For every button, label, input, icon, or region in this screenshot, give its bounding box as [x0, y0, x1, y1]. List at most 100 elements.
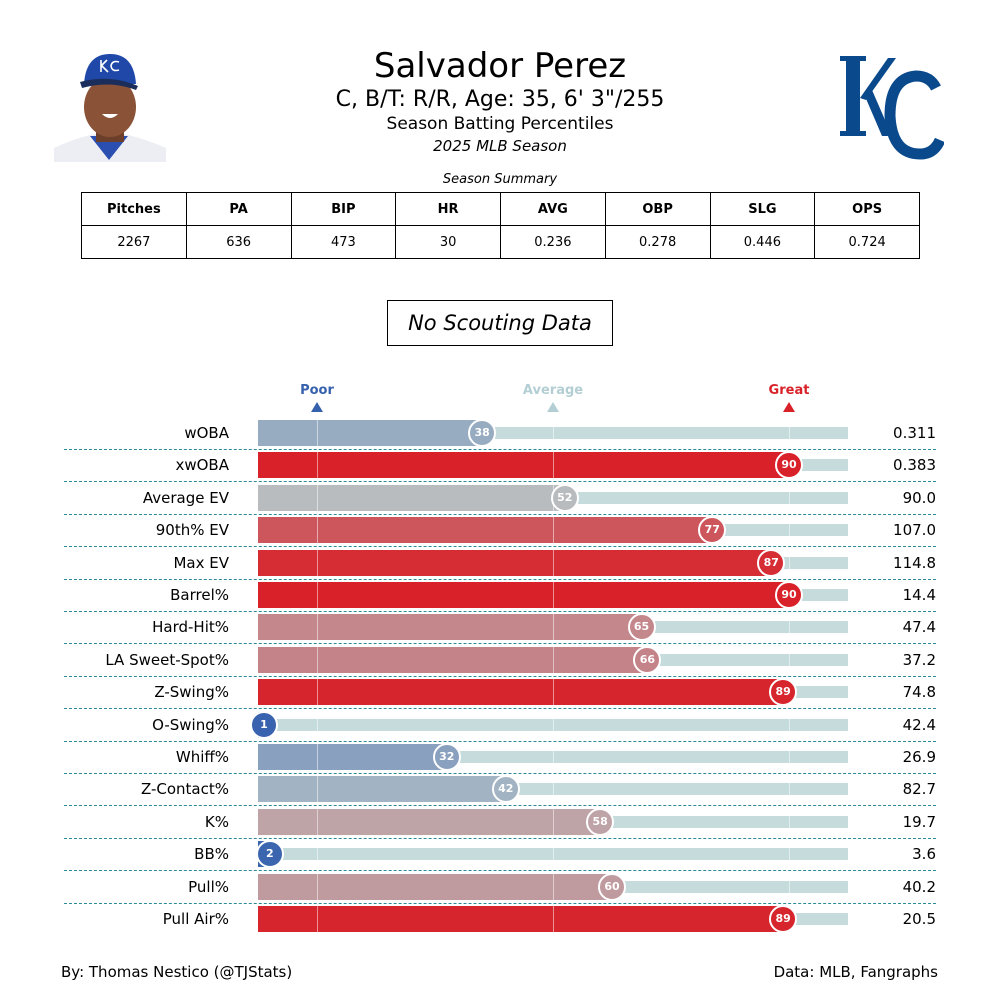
metric-value: 14.4 — [902, 586, 936, 604]
reference-line — [553, 873, 554, 900]
summary-header: Pitches — [81, 192, 187, 226]
metric-value: 0.383 — [893, 456, 936, 475]
reference-line — [317, 582, 318, 608]
reference-line — [317, 841, 318, 868]
percentile-bar — [258, 452, 789, 479]
reference-line — [789, 549, 790, 576]
percentile-dot: 52 — [550, 483, 579, 512]
row-divider — [64, 870, 936, 872]
reference-line — [789, 420, 790, 446]
summary-value: 636 — [185, 225, 292, 259]
summary-table: Pitches PA BIP HR AVG OBP SLG OPS 2267 636 473 30 0.… — [81, 192, 920, 259]
row-divider — [64, 546, 936, 548]
footer-source: Data: MLB, Fangraphs — [773, 963, 938, 981]
reference-line — [317, 420, 318, 446]
metric-label: xwOBA — [175, 456, 229, 475]
reference-line — [789, 873, 790, 900]
great-marker-icon — [783, 402, 795, 412]
summary-value: 0.724 — [814, 225, 920, 259]
reference-line — [789, 776, 790, 803]
row-divider — [64, 611, 936, 612]
summary-header: SLG — [709, 192, 816, 226]
reference-line — [317, 711, 318, 738]
percentile-dot: 2 — [255, 840, 284, 869]
metric-label: Max EV — [173, 553, 229, 572]
metric-label: Z-Swing% — [154, 683, 229, 702]
percentile-dot: 60 — [598, 872, 626, 901]
footer-credit: By: Thomas Nestico (@TJStats) — [61, 963, 293, 981]
reference-line — [317, 776, 318, 803]
metric-value: 107.0 — [893, 521, 936, 540]
metric-label: BB% — [194, 845, 229, 864]
reference-line — [317, 873, 318, 900]
player-headshot — [54, 54, 166, 162]
row-divider — [64, 643, 936, 645]
chart-subtitle: Season Batting Percentiles — [386, 114, 614, 134]
percentile-dot: 90 — [775, 581, 803, 609]
metric-value: 19.7 — [902, 812, 936, 831]
reference-line — [553, 582, 554, 608]
summary-header: OPS — [814, 192, 920, 226]
percentile-dot: 66 — [633, 645, 662, 674]
reference-line — [317, 452, 318, 479]
summary-value: 30 — [395, 225, 501, 259]
row-divider — [64, 675, 936, 677]
row-divider — [64, 837, 936, 839]
percentile-bar — [258, 744, 447, 770]
percentile-dot: 32 — [432, 743, 461, 771]
row-divider — [64, 740, 936, 742]
percentile-bar — [258, 420, 483, 446]
percentile-bar — [258, 776, 506, 803]
reference-line — [317, 679, 318, 706]
reference-line — [553, 711, 554, 738]
reference-line — [553, 420, 554, 446]
metric-label: LA Sweet-Spot% — [105, 650, 229, 669]
metric-value: 40.2 — [902, 877, 936, 896]
summary-header: PA — [185, 192, 292, 226]
reference-line — [317, 614, 318, 641]
reference-line — [789, 646, 790, 673]
summary-header: HR — [395, 192, 501, 226]
percentile-dot: 58 — [586, 807, 615, 836]
reference-line — [317, 484, 318, 511]
summary-header: BIP — [290, 192, 397, 226]
poor-marker-icon — [311, 402, 323, 412]
metric-label: wOBA — [184, 424, 229, 442]
summary-value: 0.446 — [709, 225, 816, 259]
team-logo — [840, 56, 944, 160]
percentile-bar — [258, 679, 784, 706]
percentile-bar — [258, 906, 784, 932]
great-label: Great — [768, 383, 810, 398]
reference-line — [317, 517, 318, 544]
reference-line — [553, 517, 554, 544]
reference-line — [553, 744, 554, 770]
percentile-bar — [258, 646, 648, 673]
reference-line — [553, 614, 554, 641]
metric-value: 42.4 — [902, 715, 936, 734]
percentile-bar — [258, 873, 612, 900]
percentile-dot: 90 — [775, 451, 803, 480]
metric-label: Z-Contact% — [140, 780, 229, 799]
metric-value: 0.311 — [893, 424, 936, 442]
metric-label: Pull Air% — [162, 910, 229, 928]
percentile-bar — [258, 582, 789, 608]
percentile-dot: 42 — [491, 775, 520, 804]
reference-line — [553, 841, 554, 868]
metric-label: Average EV — [142, 488, 229, 507]
reference-line — [317, 808, 318, 835]
percentile-dot: 89 — [769, 905, 798, 933]
poor-label: Poor — [300, 383, 334, 398]
metric-value: 37.2 — [902, 650, 936, 669]
reference-line — [317, 646, 318, 673]
summary-header: OBP — [604, 192, 711, 226]
percentile-dot: 65 — [627, 613, 656, 642]
row-divider — [64, 773, 936, 774]
row-divider — [64, 513, 936, 515]
percentile-dot: 38 — [468, 419, 497, 447]
reference-line — [553, 679, 554, 706]
reference-line — [553, 776, 554, 803]
player-bio: C, B/T: R/R, Age: 35, 6' 3"/255 — [335, 87, 665, 112]
percentile-bar — [258, 517, 713, 544]
scouting-box: No Scouting Data — [387, 300, 613, 346]
